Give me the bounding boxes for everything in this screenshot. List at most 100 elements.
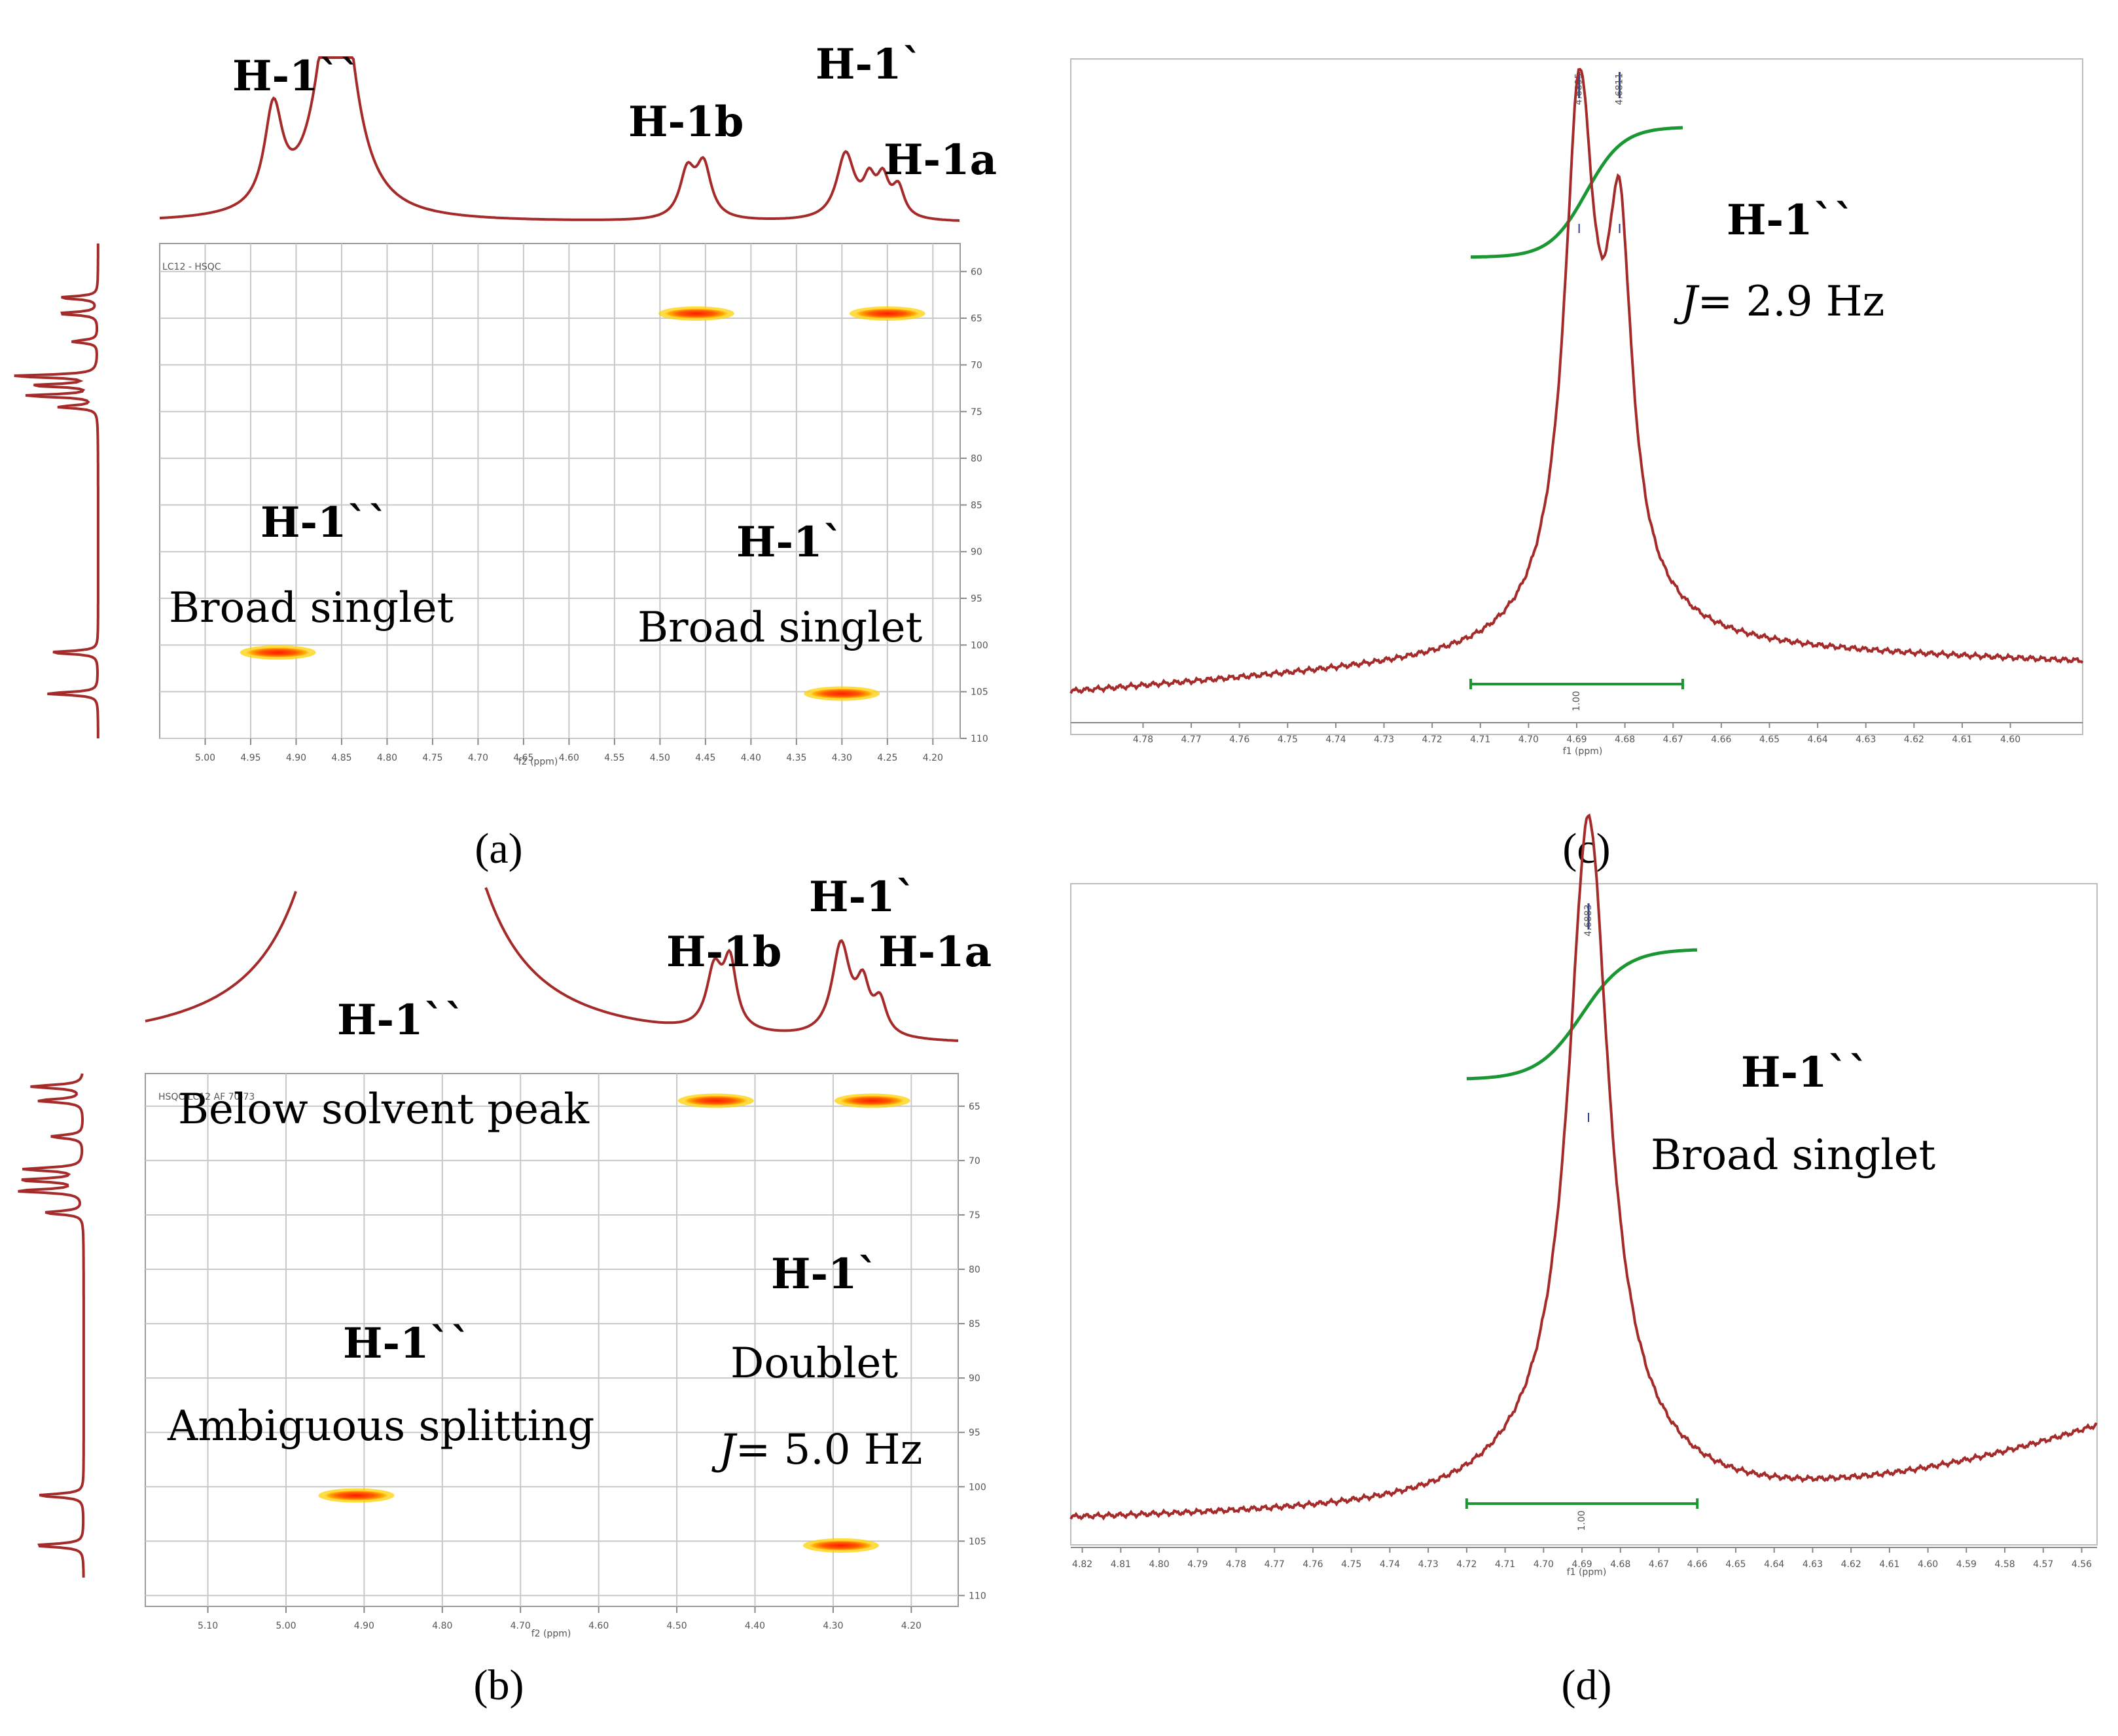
x-tick-label: 4.72	[1422, 734, 1443, 745]
x-tick-label: 4.67	[1663, 734, 1683, 745]
x-tick-label: 4.78	[1226, 1559, 1246, 1570]
panel-a-label-h1p-desc: Broad singlet	[637, 604, 922, 652]
panel-a-x-ticks: 5.00 4.95 4.90 4.85 4.80 4.75 4.70 4.65 4.60 4.55…	[195, 738, 943, 763]
x-tick-label: 4.30	[823, 1621, 843, 1631]
y-tick-label: 100	[971, 640, 988, 651]
panel-b: 5.10 5.00 4.90 4.80 4.70 4.60 4.50 4.40 4.30 4.20…	[18, 873, 992, 1709]
x-tick-label: 4.80	[377, 753, 397, 763]
panel-c-label-h1pp: H-1``	[1727, 196, 1855, 245]
x-tick-label: 4.71	[1470, 734, 1490, 745]
x-tick-label: 4.82	[1072, 1559, 1092, 1570]
panel-b-x-ticks: 5.10 5.00 4.90 4.80 4.70 4.60 4.50 4.40 4.30 4.20	[198, 1606, 922, 1631]
panel-d-integral-bar: 1.00	[1465, 1498, 1699, 1531]
panel-d-plot-frame	[1070, 883, 2098, 1546]
x-tick-label: 4.68	[1610, 1559, 1630, 1570]
x-tick-label: 4.74	[1325, 734, 1346, 745]
panel-d-label-desc: Broad singlet	[1651, 1131, 1935, 1180]
panel-b-label-h1pp-top: H-1``	[337, 996, 465, 1045]
integral-value-label: 1.00	[1577, 1510, 1587, 1530]
x-tick-label: 4.50	[650, 753, 670, 763]
x-tick-label: 4.70	[1534, 1559, 1554, 1570]
panel-b-label-h1pp-plot: H-1``	[343, 1319, 471, 1368]
panel-a-x-axis-label: f2 (ppm)	[518, 757, 558, 767]
x-tick-label: 4.95	[240, 753, 260, 763]
panel-c-x-ticks: 4.78 4.77 4.76 4.75 4.74 4.73 4.72 4.71 4.70 4.69…	[1133, 723, 2020, 745]
cross-peak	[839, 1095, 905, 1106]
panel-b-grid	[145, 1074, 958, 1606]
x-tick-label: 4.60	[559, 753, 579, 763]
x-tick-label: 4.30	[832, 753, 852, 763]
panel-b-x-axis-label: f2 (ppm)	[531, 1629, 571, 1639]
x-tick-label: 4.60	[1918, 1559, 1938, 1570]
x-tick-label: 4.77	[1181, 734, 1201, 745]
y-tick-label: 95	[969, 1428, 980, 1438]
x-tick-label: 4.72	[1456, 1559, 1477, 1570]
x-tick-label: 4.75	[422, 753, 442, 763]
y-tick-label: 65	[969, 1102, 980, 1112]
x-tick-label: 4.75	[1278, 734, 1298, 745]
x-tick-label: 4.50	[666, 1621, 687, 1631]
x-tick-label: 4.60	[588, 1621, 609, 1631]
panel-b-letter-text: (b)	[474, 1661, 524, 1709]
x-tick-label: 4.20	[923, 753, 943, 763]
panel-b-label-h1p-desc: Doublet	[730, 1339, 898, 1388]
panel-b-1d-carbon-spectrum	[18, 1073, 85, 1578]
x-tick-label: 4.55	[604, 753, 624, 763]
panel-b-plot-title: HSQC LC12 AF 70-73	[158, 1092, 255, 1102]
x-tick-label: 4.35	[786, 753, 806, 763]
panel-a-1d-proton-spectrum	[159, 56, 960, 222]
panel-a-label-h1pp-plot: H-1``	[260, 498, 389, 547]
cross-peak	[323, 1490, 389, 1501]
x-tick-label: 4.60	[2000, 734, 2020, 745]
y-tick-label: 90	[971, 547, 982, 558]
panel-b-label-solvent: Below solvent peak	[178, 1085, 590, 1134]
x-tick-label: 4.62	[1841, 1559, 1861, 1570]
integral-value-label: 1.00	[1571, 691, 1582, 711]
x-tick-label: 5.10	[198, 1621, 218, 1631]
y-tick-label: 75	[971, 407, 982, 418]
panel-a-1d-carbon-spectrum	[14, 244, 99, 738]
x-tick-label: 4.76	[1229, 734, 1249, 745]
panel-b-j-value: = 5.0 Hz	[736, 1426, 923, 1474]
panel-a: 5.00 4.95 4.90 4.85 4.80 4.75 4.70 4.65 4.60 4.55…	[14, 40, 997, 873]
x-tick-label: 4.20	[901, 1621, 922, 1631]
panel-a-y-ticks: 60 65 70 75 80 85 90 95 100 105 110	[960, 267, 988, 744]
panel-c: 4.78 4.77 4.76 4.75 4.74 4.73 4.72 4.71 4.70 4.69…	[1069, 58, 2084, 873]
x-tick-label: 4.80	[432, 1621, 452, 1631]
x-tick-label: 4.64	[1808, 734, 1828, 745]
panel-c-letter: (c)	[1562, 825, 1610, 873]
cross-peak	[663, 308, 729, 319]
panel-d-x-axis-label: f1 (ppm)	[1567, 1567, 1607, 1578]
x-tick-label: 4.69	[1571, 1559, 1592, 1570]
x-tick-label: 4.61	[1952, 734, 1972, 745]
x-tick-label: 4.69	[1566, 734, 1587, 745]
x-tick-label: 4.65	[1725, 1559, 1746, 1570]
panel-a-grid	[160, 244, 960, 739]
panel-b-label-h1b-top: H-1b	[666, 928, 781, 977]
panel-c-integral-curve	[1471, 126, 1683, 259]
y-tick-label: 110	[971, 734, 988, 744]
panel-a-label-h1pp-top: H-1``	[232, 52, 361, 101]
x-tick-label: 4.70	[468, 753, 488, 763]
panel-a-plot-title: LC12 - HSQC	[162, 262, 221, 272]
panel-a-label-h1p-plot: H-1`	[736, 518, 844, 567]
panel-d-x-ticks: 4.82 4.81 4.80 4.79 4.78 4.77 4.76 4.75 4.74 4.73…	[1072, 1547, 2092, 1570]
x-tick-label: 4.90	[286, 753, 306, 763]
panel-c-integral-bar: 1.00	[1469, 679, 1684, 712]
x-tick-label: 4.25	[877, 753, 897, 763]
panel-a-label-h1b-top: H-1b	[628, 98, 744, 147]
x-tick-label: 4.90	[354, 1621, 374, 1631]
x-tick-label: 4.56	[2072, 1559, 2092, 1570]
y-tick-label: 110	[969, 1591, 986, 1601]
panel-d-peak-markers: 4.6883	[1583, 903, 1594, 1122]
panel-c-plot-frame	[1070, 58, 2083, 735]
panel-b-1d-proton-spectrum	[145, 887, 959, 1042]
x-tick-label: 4.66	[1687, 1559, 1708, 1570]
y-tick-label: 100	[969, 1482, 986, 1492]
x-tick-label: 4.71	[1495, 1559, 1515, 1570]
panel-c-peak-markers: 4.6895 4.6811	[1574, 72, 1625, 233]
x-tick-label: 4.73	[1418, 1559, 1439, 1570]
x-tick-label: 4.58	[1994, 1559, 2015, 1570]
panel-c-spectrum-line	[1069, 67, 2084, 695]
cross-peak	[808, 1540, 874, 1551]
